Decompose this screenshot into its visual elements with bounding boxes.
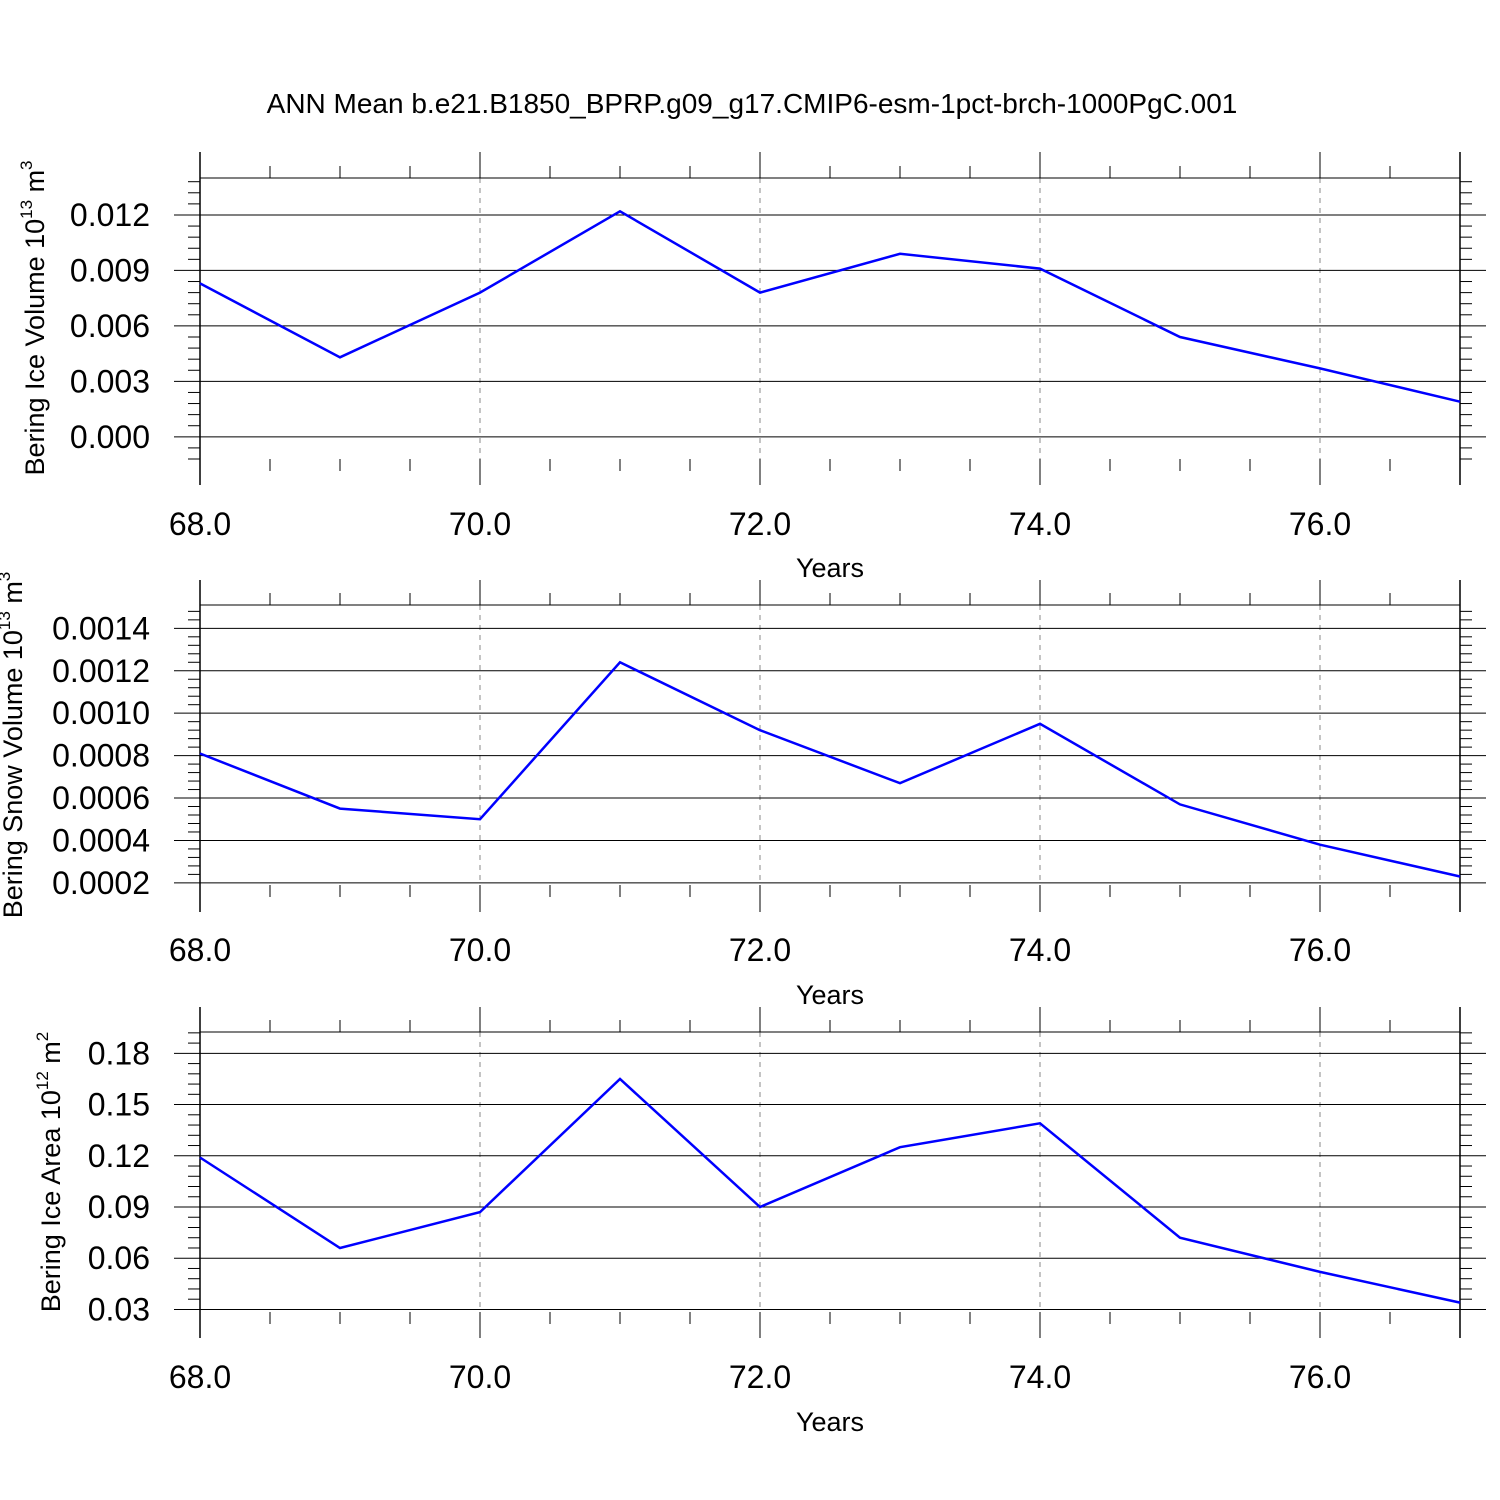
y-axis-label: Bering Ice Volume 1013 m3 (17, 160, 50, 475)
chart-panel-2: 0.0002 0.0004 0.0006 0.0008 0.0010 0.0012 0.00… (0, 572, 1486, 1010)
y-tick-label: 0.0010 (52, 695, 150, 731)
x-axis-label: Years (796, 553, 864, 583)
y-axis-label: Bering Ice Area 1012 m2 (33, 1032, 66, 1313)
y-tick-label: 0.0002 (52, 865, 150, 901)
x-tick-label: 70.0 (449, 1359, 511, 1395)
y-axis-label-text: Bering Ice Area 10 (36, 1090, 66, 1312)
y-tick-label: 0.09 (88, 1189, 150, 1225)
y-axis-label-text: Bering Snow Volume 10 (0, 630, 28, 918)
series-line (199, 1077, 1461, 1304)
y-axis-label-unit: m (20, 170, 50, 200)
chart-title: ANN Mean b.e21.B1850_BPRP.g09_g17.CMIP6-… (267, 88, 1238, 119)
x-tick-label: 74.0 (1009, 1359, 1071, 1395)
x-axis-label: Years (796, 1407, 864, 1437)
y-axis-label-text: Bering Ice Volume 10 (20, 219, 50, 476)
y-tick-label: 0.009 (70, 252, 150, 288)
series-line (199, 209, 1461, 403)
y-axis-label-unit: m (0, 581, 28, 611)
x-tick-label: 72.0 (729, 506, 791, 542)
x-tick-label: 70.0 (449, 506, 511, 542)
x-tick-label: 72.0 (729, 1359, 791, 1395)
x-axis-label: Years (796, 980, 864, 1010)
x-tick-label: 74.0 (1009, 932, 1071, 968)
y-tick-label: 0.06 (88, 1240, 150, 1276)
y-tick-label: 0.15 (88, 1087, 150, 1123)
x-tick-label: 68.0 (169, 1359, 231, 1395)
series-line (199, 660, 1461, 878)
y-tick-label: 0.18 (88, 1035, 150, 1071)
chart-panel-1: 0.000 0.003 0.006 0.009 0.012 68.0 70.0 72.0 74.… (17, 152, 1486, 583)
x-tick-label: 74.0 (1009, 506, 1071, 542)
y-axis-label-unit-exponent: 2 (33, 1032, 52, 1041)
y-tick-label: 0.12 (88, 1138, 150, 1174)
y-axis-label-unit: m (36, 1041, 66, 1071)
y-axis-label: Bering Snow Volume 1013 m3 (0, 572, 28, 919)
y-axis-label-unit-exponent: 3 (0, 572, 14, 581)
x-tick-label: 72.0 (729, 932, 791, 968)
y-axis-label-unit-exponent: 3 (17, 160, 36, 169)
y-tick-label: 0.006 (70, 308, 150, 344)
y-tick-label: 0.0008 (52, 738, 150, 774)
y-tick-label: 0.003 (70, 363, 150, 399)
x-tick-label: 76.0 (1289, 506, 1351, 542)
x-tick-label: 76.0 (1289, 932, 1351, 968)
y-axis-label-exponent: 13 (17, 200, 36, 219)
y-axis-label-exponent: 12 (33, 1071, 52, 1090)
y-tick-label: 0.0006 (52, 780, 150, 816)
y-tick-label: 0.000 (70, 419, 150, 455)
x-tick-label: 68.0 (169, 932, 231, 968)
y-tick-label: 0.0012 (52, 653, 150, 689)
x-tick-label: 68.0 (169, 506, 231, 542)
x-tick-label: 76.0 (1289, 1359, 1351, 1395)
y-tick-label: 0.0004 (52, 822, 150, 858)
y-axis-label-exponent: 13 (0, 611, 14, 630)
x-tick-label: 70.0 (449, 932, 511, 968)
y-tick-label: 0.0014 (52, 610, 150, 646)
y-tick-label: 0.012 (70, 197, 150, 233)
y-tick-label: 0.03 (88, 1291, 150, 1327)
chart-panel-3: 0.03 0.06 0.09 0.12 0.15 0.18 68.0 70.0 72.0 74.0… (33, 1007, 1486, 1437)
